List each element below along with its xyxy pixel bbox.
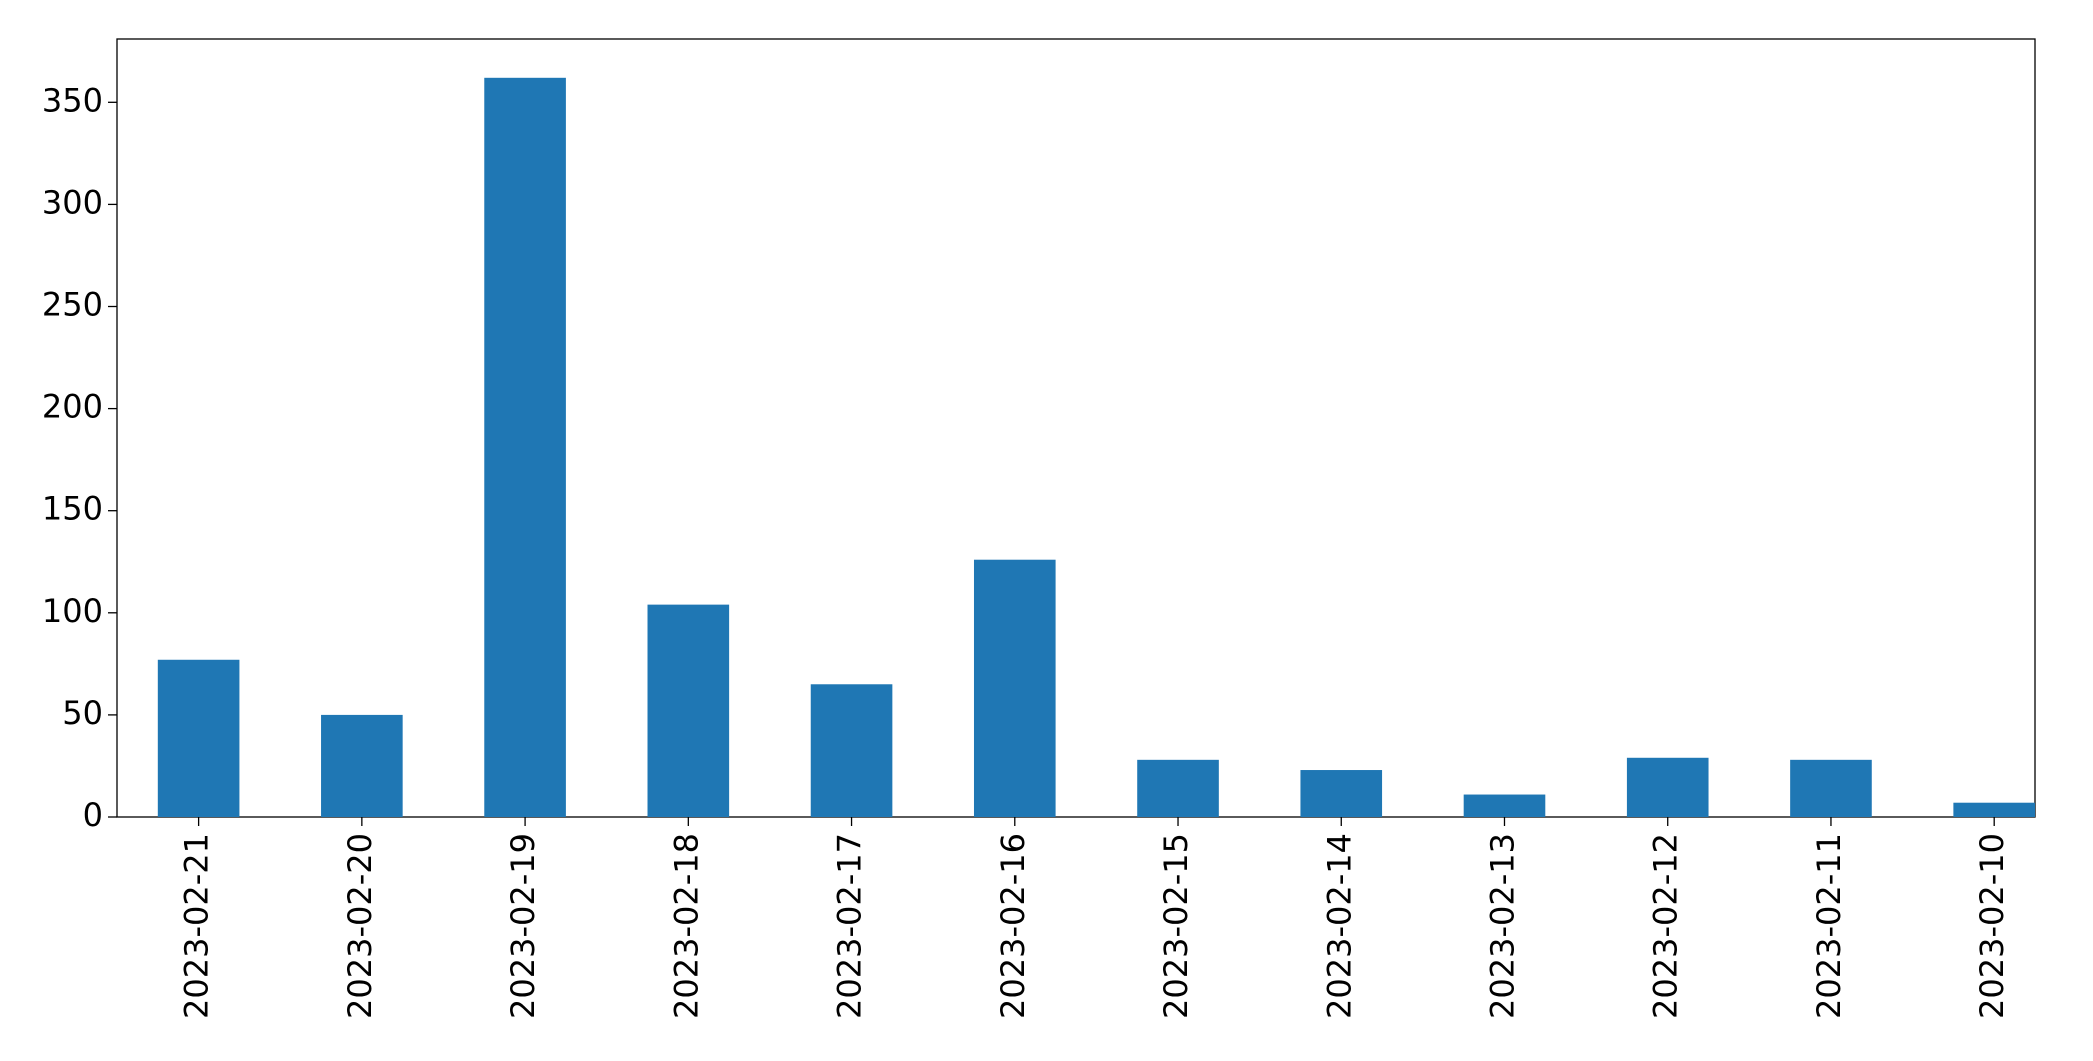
x-tick-label: 2023-02-14	[1320, 833, 1358, 1019]
bar	[157, 659, 240, 817]
bar	[1137, 759, 1219, 817]
bar	[1790, 759, 1872, 817]
y-tick-label: 250	[42, 286, 103, 324]
y-tick-label: 300	[42, 183, 103, 221]
y-tick-label: 150	[42, 490, 103, 528]
y-tick-label: 200	[42, 388, 103, 426]
x-tick-label: 2023-02-11	[1810, 833, 1848, 1019]
y-tick-label: 100	[42, 592, 103, 630]
x-tick-label: 2023-02-19	[504, 833, 542, 1019]
bar	[1626, 757, 1709, 817]
y-tick-label: 0	[83, 796, 103, 834]
bar	[810, 684, 893, 817]
bar	[647, 604, 730, 817]
x-tick-label: 2023-02-10	[1973, 833, 2011, 1019]
x-tick-label: 2023-02-17	[831, 833, 869, 1019]
x-tick-label: 2023-02-15	[1157, 833, 1195, 1019]
x-tick-label: 2023-02-18	[667, 833, 705, 1019]
x-tick-label: 2023-02-13	[1483, 833, 1521, 1019]
bar	[1300, 770, 1383, 817]
x-tick-label: 2023-02-16	[994, 833, 1032, 1019]
bar	[1953, 802, 2035, 817]
bar	[321, 714, 403, 817]
plot-frame	[116, 38, 2036, 818]
x-tick-label: 2023-02-12	[1647, 833, 1685, 1019]
bar	[484, 77, 566, 817]
x-tick-label: 2023-02-21	[178, 833, 216, 1019]
bar	[973, 559, 1056, 817]
y-tick-label: 50	[62, 694, 103, 732]
y-tick-label: 350	[42, 81, 103, 119]
x-tick-label: 2023-02-20	[341, 833, 379, 1019]
bar	[1463, 794, 1546, 817]
